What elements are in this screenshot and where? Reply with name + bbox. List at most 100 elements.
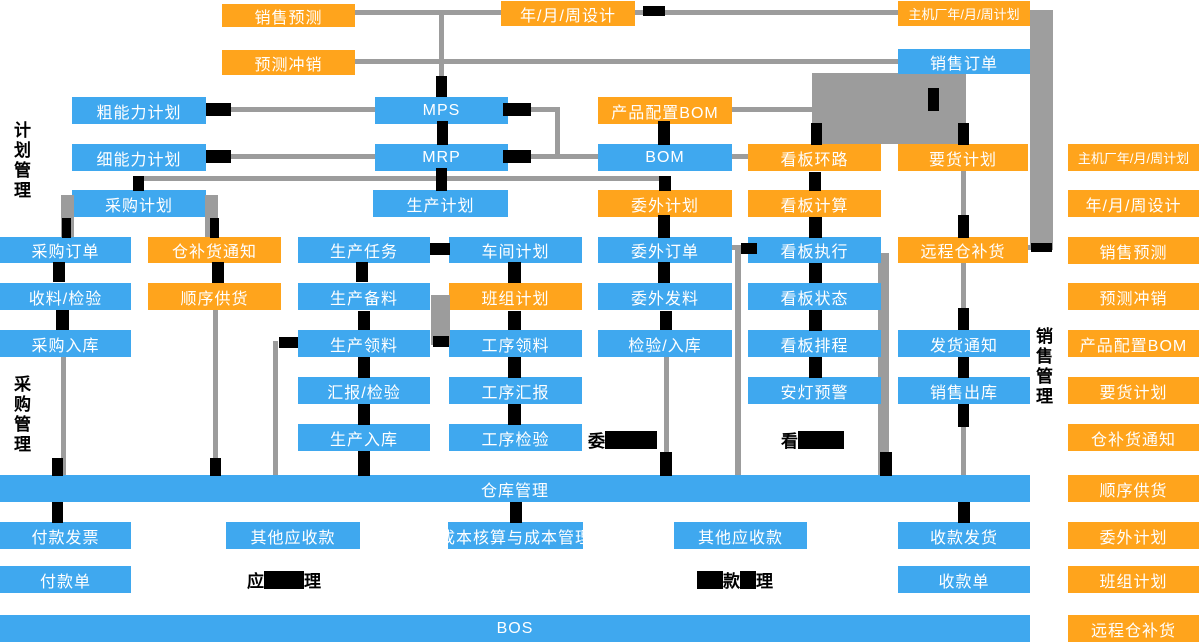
connector-line [355, 10, 501, 15]
connector-node [809, 310, 822, 331]
connector-node [659, 176, 671, 191]
right-panel-item-team-plan: 班组计划 [1068, 566, 1199, 593]
connector-node [436, 76, 447, 97]
connector-node [52, 458, 63, 476]
connector-line [732, 154, 748, 159]
connector-node [928, 88, 939, 111]
node-mrp: MRP [375, 144, 508, 171]
node-process-report: 工序汇报 [449, 377, 582, 404]
connector-node [508, 262, 521, 283]
node-outsourcing-material-issue: 委外发料 [598, 283, 732, 310]
node-team-plan: 班组计划 [449, 283, 582, 310]
connector-line [555, 107, 560, 159]
connector-node [358, 451, 370, 476]
label-text: 理 [304, 572, 321, 591]
node-inspect-inbound: 检验/入库 [598, 330, 732, 357]
connector-node [958, 215, 969, 238]
connector-node [958, 308, 969, 330]
connector-node [279, 337, 298, 348]
node-other-receivables-left: 其他应收款 [226, 522, 360, 549]
connector-node [503, 103, 531, 116]
redaction-bar [798, 430, 844, 449]
node-forecast-writeoff: 预测冲销 [222, 50, 355, 75]
node-kanban-schedule: 看板排程 [748, 330, 881, 357]
node-process-inspect: 工序检验 [449, 424, 582, 451]
connector-line [664, 357, 669, 475]
node-receipt-doc: 收款单 [898, 566, 1030, 593]
node-payment-doc: 付款单 [0, 566, 131, 593]
node-warehouse-replenish-notice: 仓补货通知 [148, 237, 281, 263]
node-demand-plan: 要货计划 [898, 144, 1028, 171]
connector-node [430, 243, 450, 255]
connector-line [735, 247, 741, 475]
node-production-material-prep: 生产备料 [298, 283, 430, 310]
connector-line [355, 59, 898, 64]
node-process-material-issue: 工序领料 [449, 330, 582, 357]
node-purchase-inbound: 采购入库 [0, 330, 131, 357]
node-remote-warehouse-replenish: 远程仓补货 [898, 237, 1028, 263]
redaction-bar [264, 570, 304, 589]
node-warehouse-mgmt: 仓库管理 [0, 475, 1030, 502]
connector-line [273, 341, 278, 475]
connector-node [437, 121, 448, 145]
connector-node [508, 311, 521, 330]
connector-node [56, 310, 69, 330]
connector-node [958, 357, 969, 378]
connector-line [439, 10, 444, 98]
right-panel-item-warehouse-replenish-notice: 仓补货通知 [1068, 424, 1199, 451]
node-bos: BOS [0, 615, 1030, 642]
node-sales-forecast: 销售预测 [222, 4, 355, 27]
feedback-loop-column [1030, 10, 1053, 250]
node-sequence-supply: 顺序供货 [148, 283, 281, 310]
redaction-bar [697, 570, 723, 589]
connector-line [878, 253, 889, 475]
node-outsourcing-order: 委外订单 [598, 237, 732, 263]
connector-line [508, 154, 598, 159]
connector-node [958, 404, 969, 427]
connector-node [52, 502, 63, 523]
node-production-task: 生产任务 [298, 237, 430, 263]
node-andon-warning: 安灯预警 [748, 377, 881, 404]
label-text: 理 [756, 572, 773, 591]
node-sales-order: 销售订单 [898, 49, 1030, 74]
connector-line [61, 357, 66, 475]
node-receive-inspect: 收料/检验 [0, 283, 131, 310]
connector-node [210, 458, 221, 476]
connector-strap [431, 295, 450, 345]
connector-node [358, 311, 370, 330]
connector-node [658, 121, 670, 145]
connector-line [732, 107, 812, 112]
redaction-bar [605, 430, 657, 449]
connector-node [133, 176, 144, 191]
connector-node [53, 262, 65, 282]
label-text: 款 [723, 572, 740, 591]
node-production-plan: 生产计划 [373, 190, 508, 217]
node-purchase-plan: 采购计划 [72, 190, 206, 217]
connector-node [206, 150, 231, 163]
connector-node [811, 123, 822, 145]
node-workshop-plan: 车间计划 [449, 237, 582, 263]
section-label-planning: 计划管理 [11, 121, 30, 201]
connector-node [503, 150, 531, 163]
node-payment-invoice: 付款发票 [0, 522, 131, 549]
connector-node [958, 123, 969, 145]
connector-node [358, 404, 370, 425]
label-text: 看 [781, 432, 798, 451]
node-kanban-status: 看板状态 [748, 283, 881, 310]
connector-line [961, 171, 966, 237]
connector-node [809, 172, 821, 191]
node-cost-accounting: 成本核算与成本管理 [439, 522, 591, 549]
connector-node [62, 218, 71, 238]
right-panel-item-outsourcing-plan: 委外计划 [1068, 522, 1199, 549]
right-panel-item-forecast-writeoff: 预测冲销 [1068, 283, 1199, 310]
connector-node [809, 357, 822, 378]
node-kanban-loop: 看板环路 [748, 144, 881, 171]
node-bom: BOM [598, 144, 732, 171]
connector-line [635, 10, 898, 15]
connector-node [658, 262, 670, 283]
connector-node [660, 452, 672, 476]
connector-node [212, 262, 224, 283]
connector-node [643, 6, 665, 16]
section-label-kanban-redacted: 看 [781, 427, 844, 452]
